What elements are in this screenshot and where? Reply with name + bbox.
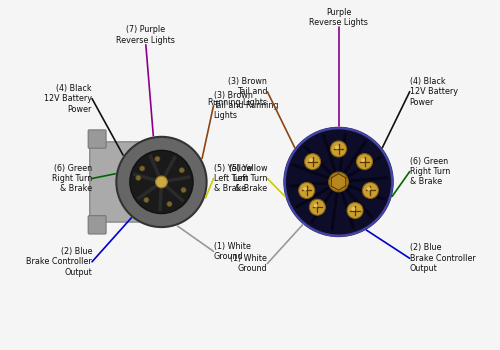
Text: Purple
Reverse Lights: Purple Reverse Lights [309,8,368,27]
Text: (2) Blue
Brake Controller
Output: (2) Blue Brake Controller Output [410,244,476,273]
Circle shape [367,187,371,191]
Text: (6) Green
Right Turn
& Brake: (6) Green Right Turn & Brake [410,157,450,187]
Circle shape [362,182,378,198]
Circle shape [309,158,313,162]
Circle shape [310,199,326,215]
FancyBboxPatch shape [88,216,106,234]
Circle shape [352,207,356,211]
Text: (4) Black
12V Battery
Power: (4) Black 12V Battery Power [410,77,458,106]
Circle shape [179,168,184,173]
Circle shape [130,150,193,214]
Text: (5) Yellow
Left Turn
& Brake: (5) Yellow Left Turn & Brake [214,163,252,193]
FancyBboxPatch shape [88,130,106,148]
Circle shape [314,204,318,208]
Circle shape [155,156,160,161]
Text: (7) Purple
Reverse Lights: (7) Purple Reverse Lights [116,26,176,45]
Circle shape [304,154,320,170]
Circle shape [335,145,339,149]
Circle shape [167,201,172,206]
Circle shape [329,172,348,192]
Circle shape [140,166,145,171]
Circle shape [356,154,372,170]
Circle shape [156,176,168,188]
Text: (1) White
Ground: (1) White Ground [214,242,250,261]
Circle shape [298,182,314,198]
Circle shape [144,197,149,203]
Text: (1) White
Ground: (1) White Ground [230,254,268,273]
Circle shape [303,187,307,191]
Text: (4) Black
12V Battery
Power: (4) Black 12V Battery Power [44,84,92,113]
Circle shape [116,137,206,227]
Text: (3) Brown
Tail and
Running Lights: (3) Brown Tail and Running Lights [208,77,268,106]
Circle shape [361,158,365,162]
Circle shape [284,128,393,236]
FancyBboxPatch shape [90,142,163,222]
Circle shape [347,203,363,218]
Text: (5) Yellow
Left Turn
& Brake: (5) Yellow Left Turn & Brake [229,163,268,193]
Text: (2) Blue
Brake Controller
Output: (2) Blue Brake Controller Output [26,247,92,277]
Circle shape [181,187,186,192]
Text: (6) Green
Right Turn
& Brake: (6) Green Right Turn & Brake [52,163,92,193]
Circle shape [330,141,346,157]
Circle shape [136,175,141,181]
Text: (3) Brown
Tail and Running
Lights: (3) Brown Tail and Running Lights [214,91,279,120]
